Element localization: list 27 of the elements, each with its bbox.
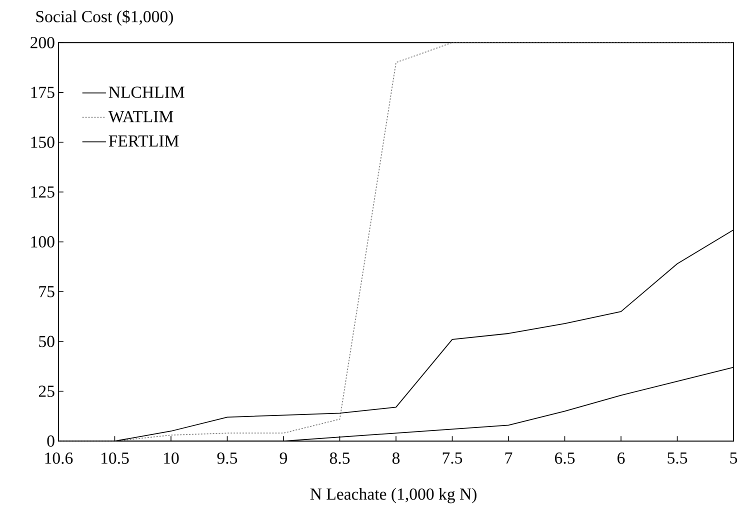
y-tick-label: 150 (31, 136, 54, 148)
x-tick-label: 7.5 (442, 452, 462, 464)
legend-label: NLCHLIM (108, 86, 184, 98)
x-tick-label: 5 (730, 452, 738, 464)
y-axis-title: Social Cost ($1,000) (36, 10, 173, 26)
x-tick-label: 9 (280, 452, 288, 464)
y-tick-label: 200 (30, 36, 54, 48)
y-tick-label: 75 (39, 286, 54, 298)
x-tick-label: 6.5 (554, 452, 575, 464)
x-tick-label: 8 (392, 452, 400, 464)
y-tick-label: 0 (47, 435, 54, 447)
y-tick-label: 100 (31, 236, 54, 248)
x-tick-label: 10 (164, 452, 179, 464)
x-tick-label: 7 (505, 452, 512, 464)
x-tick-label: 6 (618, 452, 625, 464)
y-tick-label: 125 (31, 186, 54, 198)
y-tick-label: 175 (31, 86, 54, 98)
legend-label: FERTLIM (108, 135, 179, 146)
x-tick-label: 10.5 (102, 452, 129, 464)
x-tick-label: 5.5 (668, 452, 688, 464)
x-axis-title: N Leachate (1,000 kg N) (310, 488, 476, 504)
legend-label: WATLIM (108, 110, 174, 122)
x-tick-label: 10.6 (45, 452, 73, 464)
x-tick-label: 9.5 (217, 452, 238, 464)
y-tick-label: 50 (39, 336, 54, 347)
y-tick-label: 25 (38, 385, 54, 397)
x-tick-label: 8.5 (330, 452, 350, 464)
